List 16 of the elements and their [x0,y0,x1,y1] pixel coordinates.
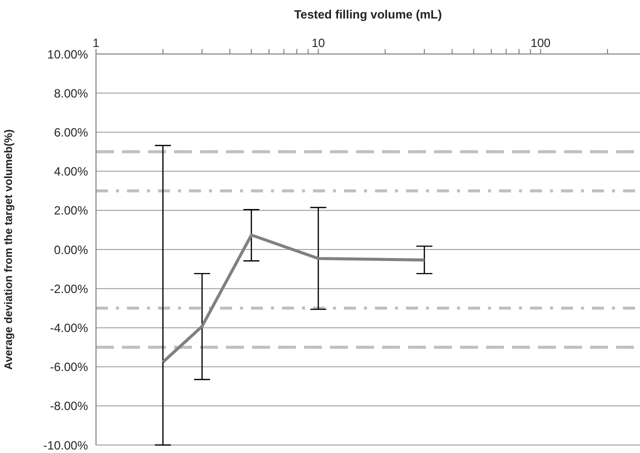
y-tick-label: 4.00% [54,164,88,179]
x-tick-label: 100 [530,36,551,50]
x-tick-label: 1 [92,36,100,50]
y-axis-title: Average deviation from the target volumeb(%) [2,128,15,370]
y-tick-label: 8.00% [54,86,88,100]
y-tick-label: 10.00% [47,47,88,62]
x-axis-title: Tested filling volume (mL) [294,8,442,22]
y-tick-label: -10.00% [43,438,88,452]
x-tick-label: 10 [312,36,326,50]
y-tick-label: 6.00% [54,125,88,140]
y-tick-label: -2.00% [50,282,88,296]
y-tick-label: -8.00% [50,399,88,414]
y-tick-label: -6.00% [50,360,88,374]
y-tick-label: -4.00% [50,320,88,335]
y-tick-label: 0.00% [54,242,88,257]
y-tick-label: 2.00% [54,204,88,218]
